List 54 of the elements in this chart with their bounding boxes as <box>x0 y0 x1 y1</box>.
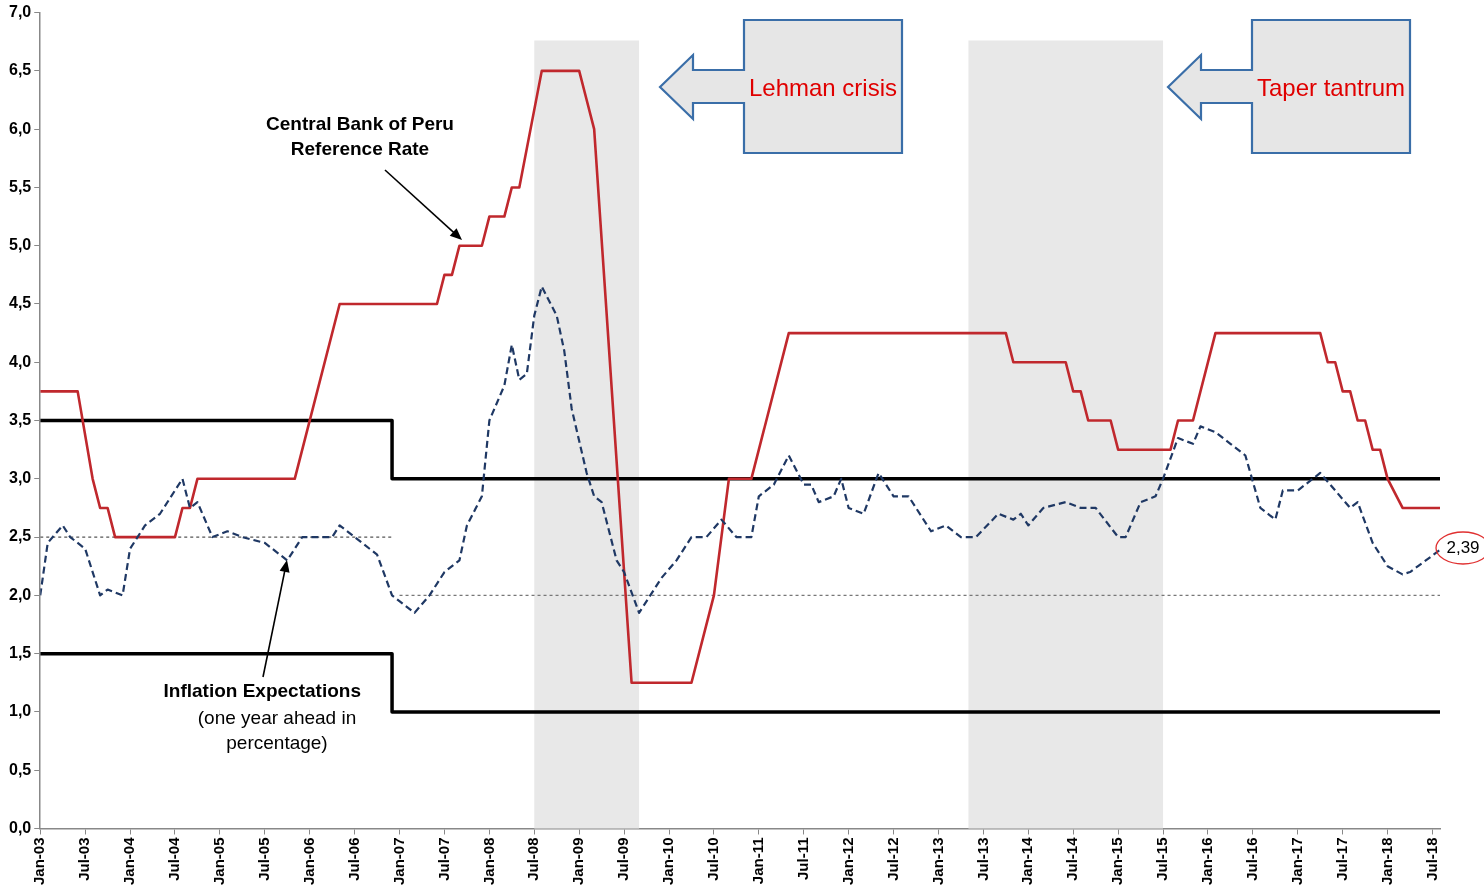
x-tick-label: Jul-04 <box>165 836 183 881</box>
x-tick-label: Jan-10 <box>659 837 677 885</box>
x-tick-label: Jul-13 <box>973 837 991 881</box>
y-tick-label: 3,5 <box>8 410 32 428</box>
x-tick-label: Jul-09 <box>614 837 632 881</box>
x-tick-label: Jan-04 <box>120 836 138 885</box>
y-tick-label: 1,5 <box>8 644 32 662</box>
annotation: (one year ahead in percentage) <box>196 706 358 755</box>
x-tick-label: Jul-11 <box>793 837 811 880</box>
x-tick-label: Jan-18 <box>1377 837 1395 885</box>
x-tick-label: Jul-15 <box>1153 837 1171 881</box>
y-tick-label: 3,0 <box>8 469 32 487</box>
x-tick-label: Jul-14 <box>1063 836 1081 881</box>
y-tick-label: 2,0 <box>8 585 32 603</box>
y-tick-label: 1,0 <box>8 702 32 720</box>
x-tick-label: Jan-13 <box>928 837 946 885</box>
x-tick-label: Jul-16 <box>1243 837 1261 881</box>
x-tick-label: Jan-14 <box>1018 836 1036 885</box>
x-tick-label: Jul-06 <box>344 837 362 881</box>
y-tick-label: 4,5 <box>8 294 32 312</box>
y-tick-label: 6,0 <box>8 119 32 137</box>
x-tick-label: Jan-09 <box>569 837 587 885</box>
x-tick-label: Jul-07 <box>434 837 452 881</box>
y-tick-label: 6,5 <box>8 61 32 79</box>
y-tick-label: 4,0 <box>8 352 32 370</box>
x-tick-label: Jul-12 <box>883 837 901 881</box>
x-tick-label: Jul-08 <box>524 837 542 881</box>
y-tick-label: 0,5 <box>8 760 32 778</box>
x-tick-label: Jan-17 <box>1287 837 1305 885</box>
y-tick-label: 2,5 <box>8 527 32 545</box>
x-tick-label: Jul-18 <box>1422 837 1440 881</box>
x-tick-label: Jan-12 <box>838 837 856 885</box>
x-tick-label: Jan-07 <box>389 837 407 885</box>
x-tick-label: Jan-05 <box>210 837 228 885</box>
x-tick-label: Jul-05 <box>254 837 272 881</box>
annotation: Taper tantrum <box>1256 73 1406 104</box>
y-tick-label: 7,0 <box>8 3 32 21</box>
x-tick-label: Jul-17 <box>1332 837 1350 881</box>
annotation: 2,39 <box>1445 536 1481 559</box>
x-tick-label: Jul-03 <box>75 837 93 881</box>
y-tick-label: 5,0 <box>8 236 32 254</box>
x-tick-label: Jan-11 <box>748 837 766 885</box>
annotation: Lehman crisis <box>748 73 898 104</box>
x-tick-label: Jan-15 <box>1108 837 1126 885</box>
x-tick-label: Jan-08 <box>479 837 497 885</box>
annotation: Inflation Expectations <box>162 679 362 704</box>
annotation: Central Bank of Peru Reference Rate <box>265 112 455 161</box>
x-tick-label: Jul-10 <box>704 837 722 881</box>
y-tick-label: 0,0 <box>8 818 32 836</box>
x-tick-label: Jan-03 <box>30 837 48 885</box>
x-tick-label: Jan-16 <box>1198 837 1216 885</box>
y-tick-label: 5,5 <box>8 177 32 195</box>
x-tick-label: Jan-06 <box>299 837 317 885</box>
line-series <box>40 285 1440 614</box>
